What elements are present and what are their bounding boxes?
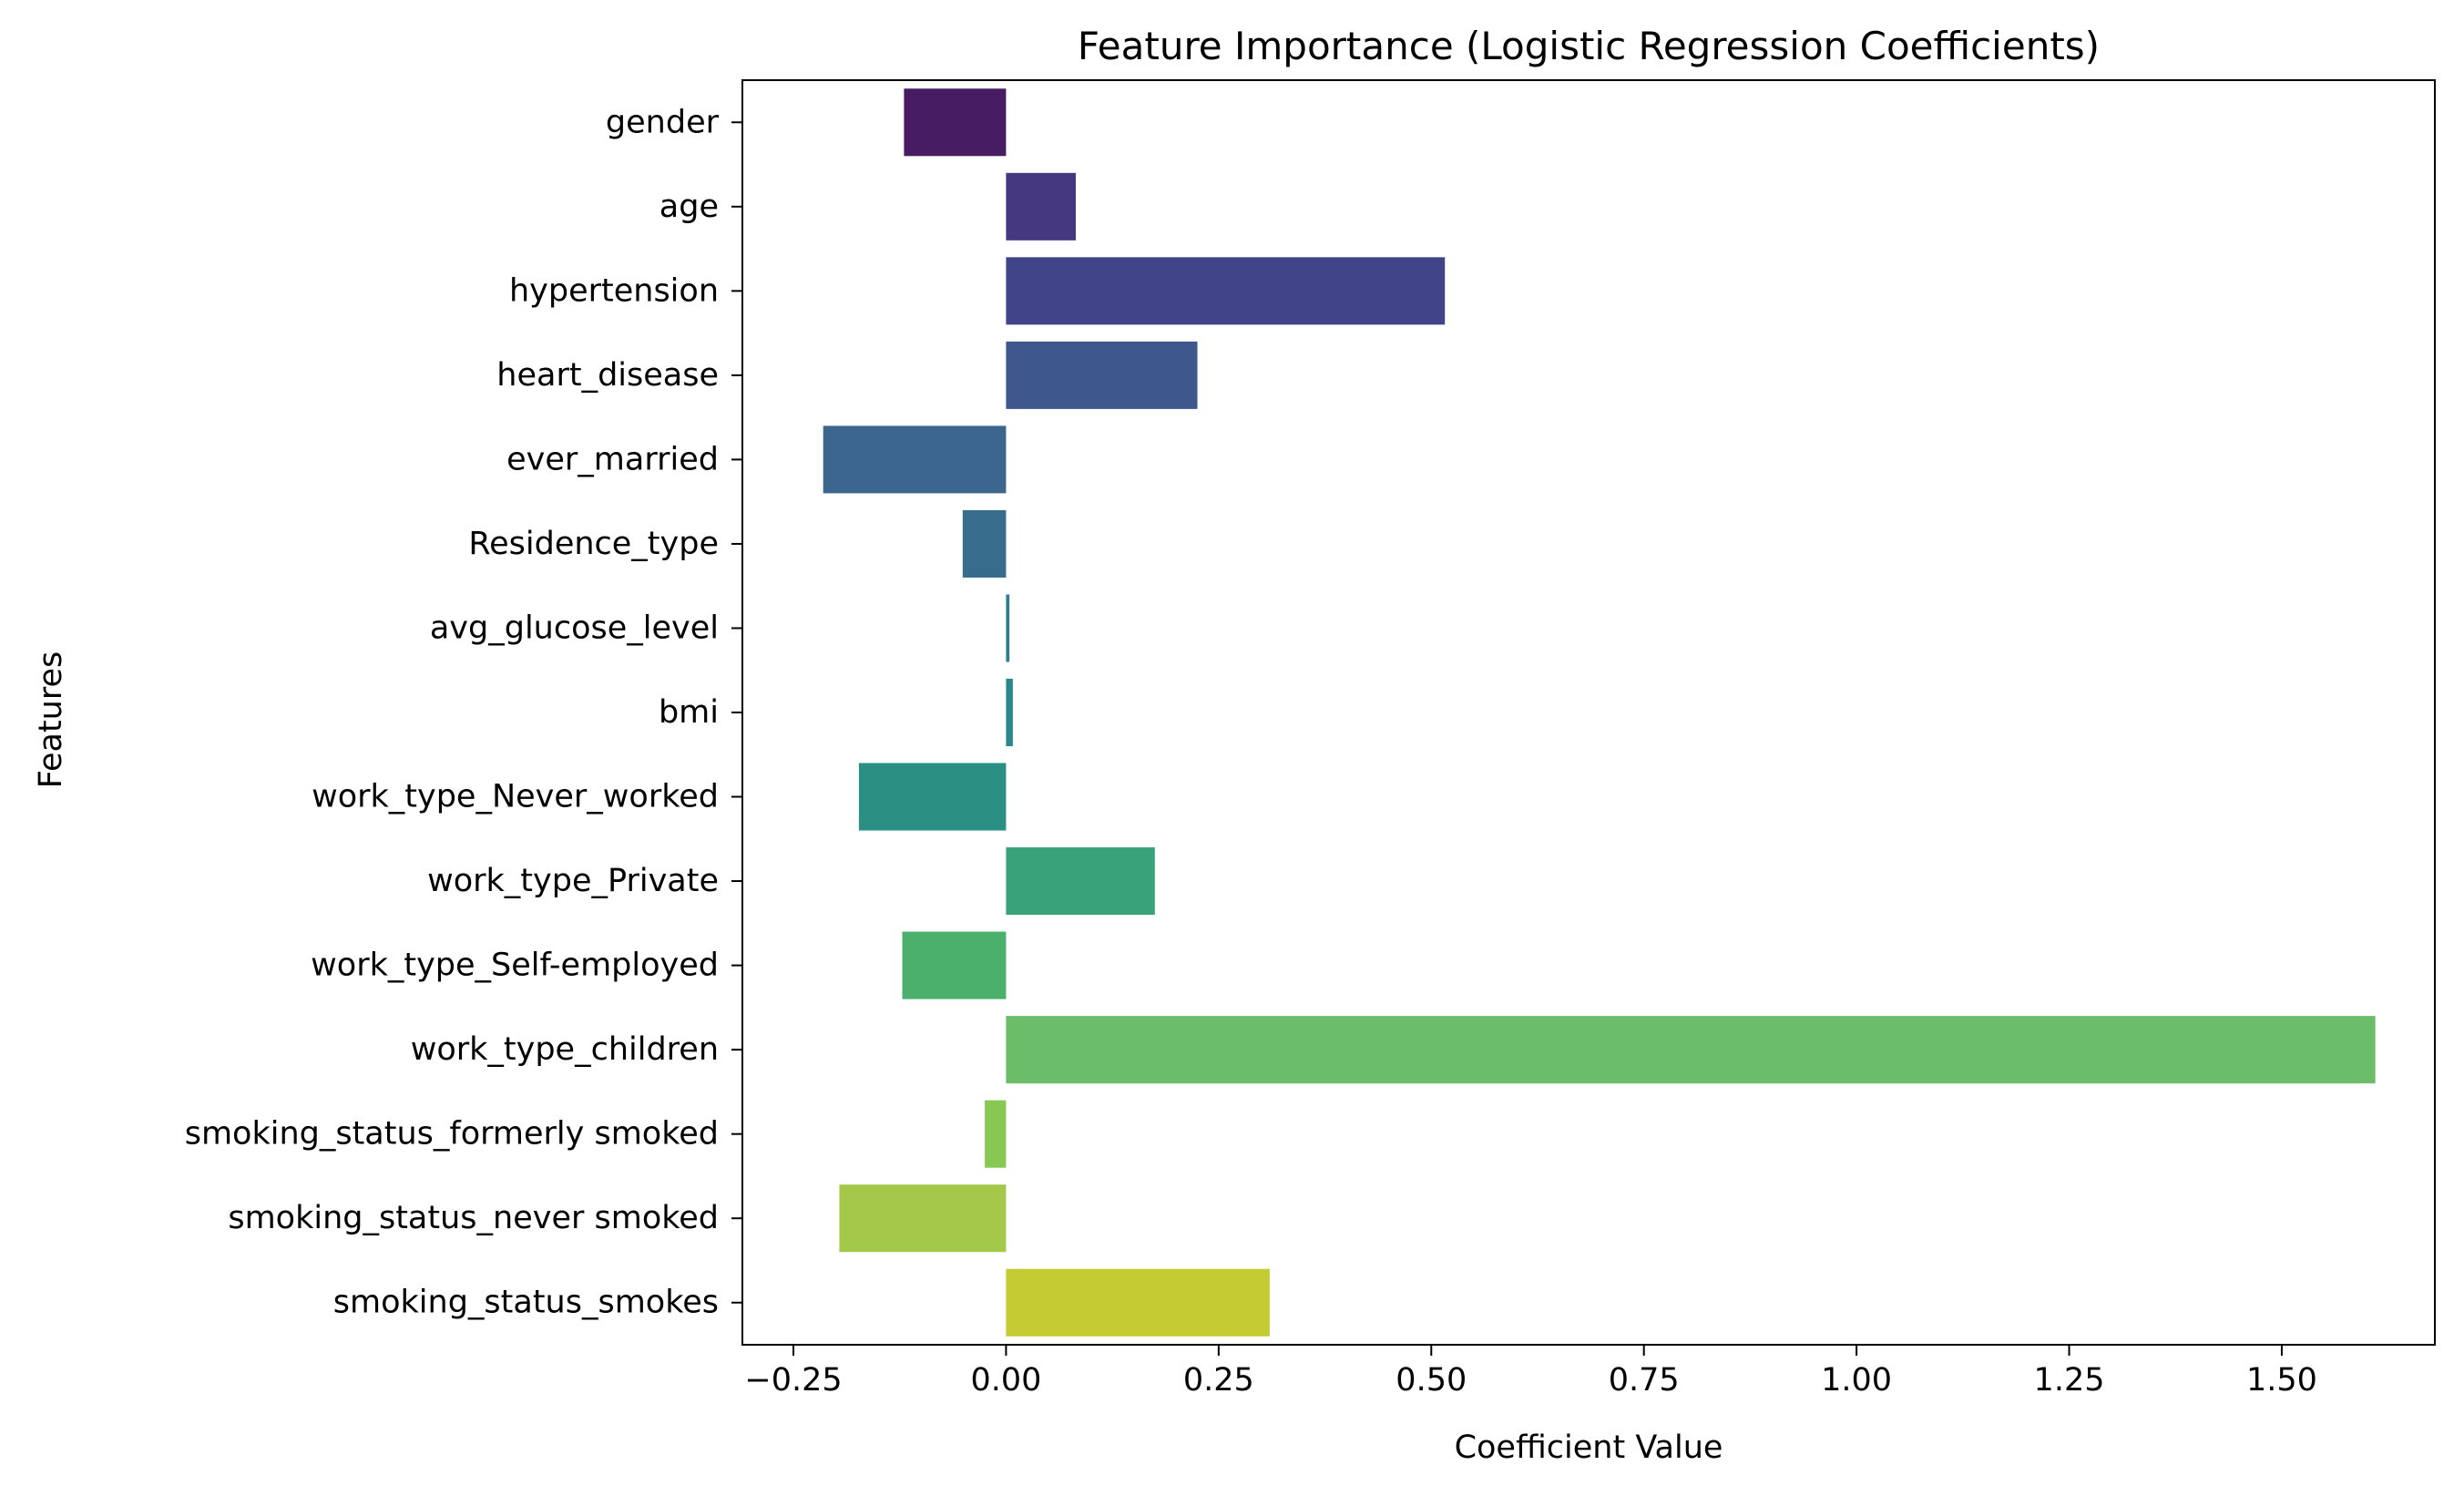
- bar-work-type-never-worked: [858, 763, 1007, 831]
- y-tick-label: gender: [606, 104, 720, 140]
- x-tick-label: 0.25: [1183, 1362, 1254, 1399]
- x-tick-label: 0.50: [1396, 1362, 1467, 1399]
- y-tick-label: smoking_status_smokes: [333, 1285, 719, 1321]
- x-axis-label: Coefficient Value: [1455, 1429, 1723, 1466]
- bar-residence-type: [962, 509, 1007, 578]
- x-tick-label: 1.50: [2246, 1362, 2317, 1399]
- bar-hypertension: [1006, 257, 1446, 325]
- x-axis-ticks: −0.25 0.00 0.25 0.50 0.75 1.00 1.25 1.50: [744, 1345, 2317, 1399]
- x-tick-label: 1.00: [1821, 1362, 1892, 1399]
- y-tick-label: Residence_type: [468, 526, 719, 562]
- y-tick-label: heart_disease: [496, 357, 719, 394]
- x-tick-label: 0.00: [970, 1362, 1041, 1399]
- x-tick-label: 1.25: [2034, 1362, 2105, 1399]
- y-tick-label: work_type_Never_worked: [312, 779, 719, 815]
- y-tick-label: work_type_Private: [427, 863, 719, 899]
- x-tick-label: 0.75: [1609, 1362, 1680, 1399]
- bar-smoking-status-smokes: [1006, 1268, 1270, 1337]
- y-tick-label: smoking_status_formerly smoked: [185, 1116, 719, 1153]
- bar-gender: [904, 88, 1007, 157]
- bar-ever-married: [823, 425, 1007, 494]
- y-tick-label: work_type_children: [411, 1031, 719, 1068]
- bar-smoking-status-formerly-smoked: [985, 1100, 1007, 1168]
- bars-layer: [823, 88, 2376, 1337]
- x-tick-label: −0.25: [744, 1362, 842, 1399]
- bar-smoking-status-never-smoked: [839, 1184, 1007, 1253]
- bar-avg-glucose-level: [1006, 594, 1010, 662]
- bar-work-type-private: [1006, 847, 1155, 916]
- y-axis-label: Features: [33, 651, 69, 789]
- bar-age: [1006, 172, 1076, 241]
- y-axis-ticks: gender age hypertension heart_disease ever_m…: [185, 104, 742, 1321]
- bar-work-type-self-employed: [902, 931, 1007, 999]
- plot-frame: [741, 79, 2436, 1346]
- y-tick-label: hypertension: [509, 272, 719, 309]
- y-tick-label: avg_glucose_level: [430, 610, 719, 646]
- bar-bmi: [1006, 678, 1013, 747]
- y-tick-label: age: [659, 189, 719, 225]
- bar-work-type-children: [1006, 1016, 2376, 1084]
- y-tick-label: work_type_Self-employed: [311, 948, 719, 984]
- y-tick-label: bmi: [659, 694, 719, 731]
- chart-title: Feature Importance (Logistic Regression …: [1078, 24, 2100, 68]
- y-tick-label: ever_married: [506, 441, 719, 477]
- y-tick-label: smoking_status_never smoked: [228, 1200, 719, 1236]
- bar-heart-disease: [1006, 341, 1198, 409]
